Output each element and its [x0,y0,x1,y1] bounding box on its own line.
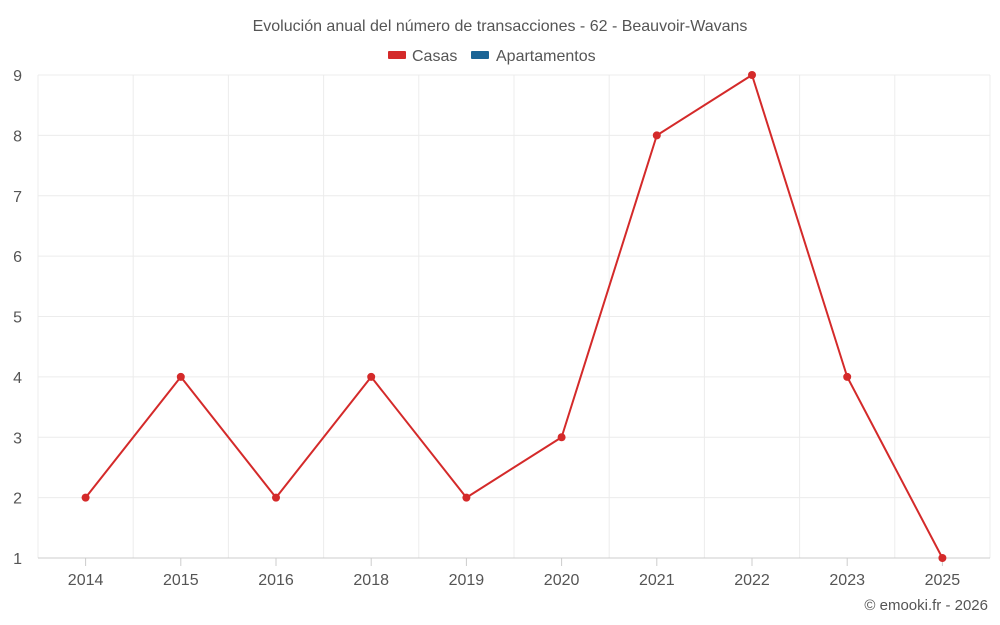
y-tick-label: 5 [13,310,22,327]
legend-item-casas[interactable]: Casas [388,48,457,65]
x-tick-label: 2014 [68,572,104,589]
y-tick-label: 6 [13,249,22,266]
data-point-casas [367,372,376,381]
legend-label-apartamentos: Apartamentos [496,48,596,65]
credit-text: © emooki.fr - 2026 [864,597,988,614]
data-point-casas [652,131,661,140]
y-tick-label: 7 [13,189,22,206]
legend-item-apartamentos[interactable]: Apartamentos [471,48,596,65]
data-point-casas [81,493,90,502]
x-tick-label: 2022 [734,572,770,589]
x-tick-label: 2015 [163,572,199,589]
series-line-casas [84,74,944,559]
x-tick-label: 2020 [544,572,580,589]
data-point-casas [462,493,471,502]
x-tick-label: 2023 [829,572,865,589]
x-gridlines [37,75,991,558]
y-tick-label: 2 [13,491,22,508]
x-axis-ticks: 2014 2015 2016 2018 2019 2020 2021 2022 2023 2025 [68,558,960,589]
y-tick-label: 4 [13,370,22,387]
x-tick-label: 2018 [353,572,389,589]
data-point-casas [748,71,756,79]
series-lines [84,74,944,559]
y-tick-label: 3 [13,430,22,447]
y-tick-label: 1 [13,551,22,568]
legend-label-casas: Casas [412,48,457,65]
x-tick-label: 2021 [639,572,675,589]
data-point-casas [843,372,852,381]
y-tick-label: 8 [13,128,22,145]
chart-title: Evolución anual del número de transaccio… [253,18,748,35]
data-point-casas [272,493,280,502]
legend-swatch-casas [388,51,406,59]
legend-swatch-apartamentos [471,51,489,59]
data-point-casas [176,372,185,381]
y-tick-label: 9 [13,68,22,85]
x-tick-label: 2019 [449,572,485,589]
legend[interactable]: Casas Apartamentos [388,48,596,65]
x-tick-label: 2016 [258,572,294,589]
y-axis-ticks: 1 2 3 4 5 6 7 8 9 [13,68,22,568]
data-point-casas [938,554,947,562]
x-tick-label: 2025 [925,572,961,589]
series-points [81,71,947,562]
data-point-casas [557,433,566,442]
